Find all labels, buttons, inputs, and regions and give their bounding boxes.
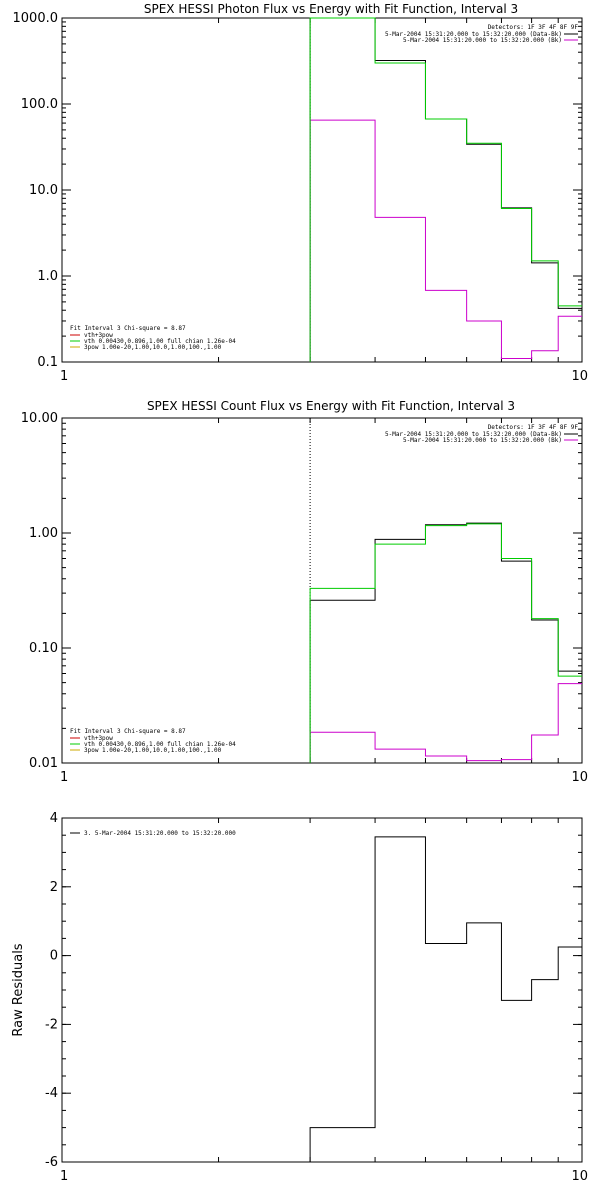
y-axis-label: Raw Residuals <box>11 943 26 1036</box>
legend-entry-label: vth 0.00430,0.896,1.00 full chian 1.26e-… <box>84 741 236 748</box>
legend-entry-label: 3pow 1.00e-20,1.00,10.0,1.00,100.,1.00 <box>84 747 222 754</box>
legend-right: Detectors: 1F 3F 4F 8F 9F 5-Mar-2004 15:… <box>385 24 578 44</box>
series-vth-3pow-line <box>309 523 582 763</box>
y-tick-label: -4 <box>45 1086 58 1101</box>
legend-entry-label: 5-Mar-2004 15:31:20.000 to 15:32:20.000 … <box>403 37 562 44</box>
legend-entry-label: 5-Mar-2004 15:31:20.000 to 15:32:20.000 … <box>403 437 562 444</box>
series-group <box>309 836 582 1162</box>
y-tick-label: 10.0 <box>29 183 58 198</box>
x-tick-label: 10 <box>571 1169 588 1184</box>
x-tick-label: 1 <box>60 770 68 785</box>
fit-header: Fit Interval 3 Chi-square = 8.87 <box>70 728 186 735</box>
legend-entry-label: vth+3pow <box>84 332 113 339</box>
series-group <box>309 17 582 362</box>
y-tick-label: 0.10 <box>29 641 58 656</box>
plot-frame <box>61 417 583 764</box>
series-bk-line <box>309 683 582 763</box>
chart-title: SPEX HESSI Count Flux vs Energy with Fit… <box>147 399 515 413</box>
legend-left: 3. 5-Mar-2004 15:31:20.000 to 15:32:20.0… <box>70 830 236 837</box>
series-data-bk-line <box>309 17 582 362</box>
axis-ticks: -6 -4 -2 0 2 4 1 10 <box>45 811 588 1184</box>
series-vth-3pow-line <box>309 17 582 362</box>
legend-entry-label: vth 0.00430,0.896,1.00 full chian 1.26e-… <box>84 338 236 345</box>
y-tick-label: 10.00 <box>21 411 58 426</box>
detectors-label: Detectors: 1F 3F 4F 8F 9F <box>488 24 579 31</box>
series-bk-line <box>309 119 582 362</box>
y-tick-label: 0.1 <box>37 355 58 370</box>
legend-entry-label: 3. 5-Mar-2004 15:31:20.000 to 15:32:20.0… <box>84 830 236 837</box>
y-tick-label: 1.00 <box>29 526 58 541</box>
legend-entry-label: 5-Mar-2004 15:31:20.000 to 15:32:20.000 … <box>385 431 562 438</box>
legend-right: Detectors: 1F 3F 4F 8F 9F 5-Mar-2004 15:… <box>385 424 578 444</box>
legend-entry-label: 3pow 1.00e-20,1.00,10.0,1.00,100.,1.00 <box>84 344 222 351</box>
plot-frame <box>61 817 583 1163</box>
detectors-label: Detectors: 1F 3F 4F 8F 9F <box>488 424 579 431</box>
legend-left: Fit Interval 3 Chi-square = 8.87 vth+3po… <box>70 728 236 754</box>
y-tick-label: 2 <box>50 880 58 895</box>
series-residuals-line <box>309 836 582 1162</box>
axis-ticks: 0.01 0.10 1.00 10.00 1 10 <box>21 411 588 785</box>
legend-entry-label: 5-Mar-2004 15:31:20.000 to 15:32:20.000 … <box>385 31 562 38</box>
x-tick-label: 10 <box>571 770 588 785</box>
y-tick-label: 1000.0 <box>13 11 59 26</box>
photon-flux-panel: SPEX HESSI Photon Flux vs Energy with Fi… <box>13 2 589 384</box>
legend-entry-label: vth+3pow <box>84 735 113 742</box>
series-group <box>309 522 582 763</box>
y-tick-label: 100.0 <box>21 97 58 112</box>
x-tick-label: 1 <box>60 1169 68 1184</box>
count-flux-panel: SPEX HESSI Count Flux vs Energy with Fit… <box>21 399 588 785</box>
y-tick-label: 0 <box>50 949 58 964</box>
x-tick-label: 10 <box>571 369 588 384</box>
x-tick-label: 1 <box>60 369 68 384</box>
y-tick-label: -2 <box>45 1017 58 1032</box>
residuals-panel: Raw Residuals -6 -4 -2 0 2 4 1 10 3. 5-Mar-2004… <box>11 811 588 1184</box>
series-data-bk-line <box>309 522 582 763</box>
fit-header: Fit Interval 3 Chi-square = 8.87 <box>70 325 186 332</box>
legend-left: Fit Interval 3 Chi-square = 8.87 vth+3po… <box>70 325 236 351</box>
axis-ticks: 0.1 1.0 10.0 100.0 1000.0 1 10 <box>13 11 589 384</box>
plot-frame <box>61 17 583 363</box>
y-tick-label: 1.0 <box>37 269 58 284</box>
y-tick-label: 0.01 <box>29 756 58 771</box>
y-tick-label: 4 <box>50 811 58 826</box>
chart-title: SPEX HESSI Photon Flux vs Energy with Fi… <box>144 2 518 16</box>
y-tick-label: -6 <box>45 1155 58 1170</box>
